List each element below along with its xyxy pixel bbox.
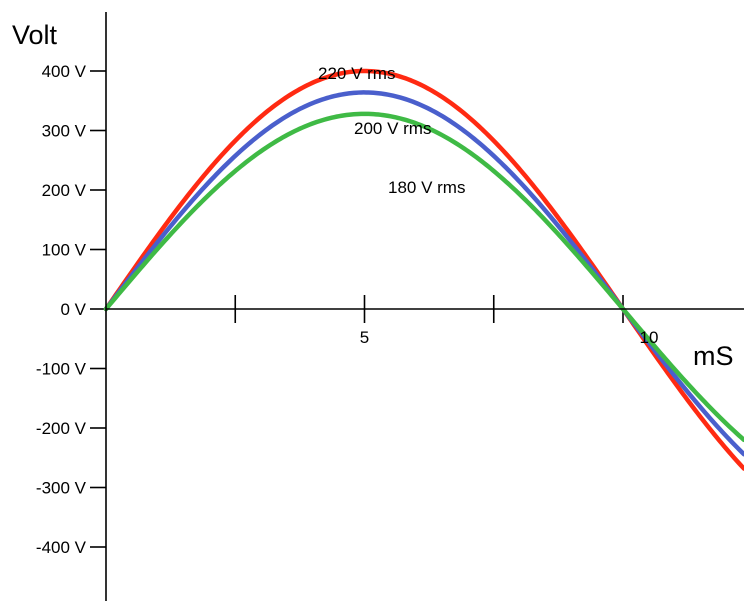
series-line-2 [103, 90, 744, 457]
y-tick-label: 400 V [42, 62, 87, 81]
x-axis-title: mS [693, 341, 734, 371]
y-tick-label: -300 V [36, 479, 87, 498]
y-tick-label: 0 V [60, 300, 86, 319]
y-tick-label: -100 V [36, 360, 87, 379]
label-layer: 400 V 300 V 200 V 100 V 0 V -100 V -200 V -300 … [36, 62, 659, 557]
y-tick-label: 300 V [42, 122, 87, 141]
series-annotation-3: 180 V rms [388, 178, 465, 197]
y-tick-label: -400 V [36, 538, 87, 557]
x-tick-label: 5 [360, 328, 369, 347]
y-tick-label: -200 V [36, 419, 87, 438]
y-tick-label: 200 V [42, 181, 87, 200]
series-annotation-1: 220 V rms [318, 64, 395, 83]
series-line-3 [103, 111, 744, 443]
curve-layer [103, 68, 744, 471]
x-tick-label: 10 [640, 328, 659, 347]
series-annotation-2: 200 V rms [354, 119, 431, 138]
y-tick-label: 100 V [42, 241, 87, 260]
y-axis-title: Volt [12, 20, 58, 50]
